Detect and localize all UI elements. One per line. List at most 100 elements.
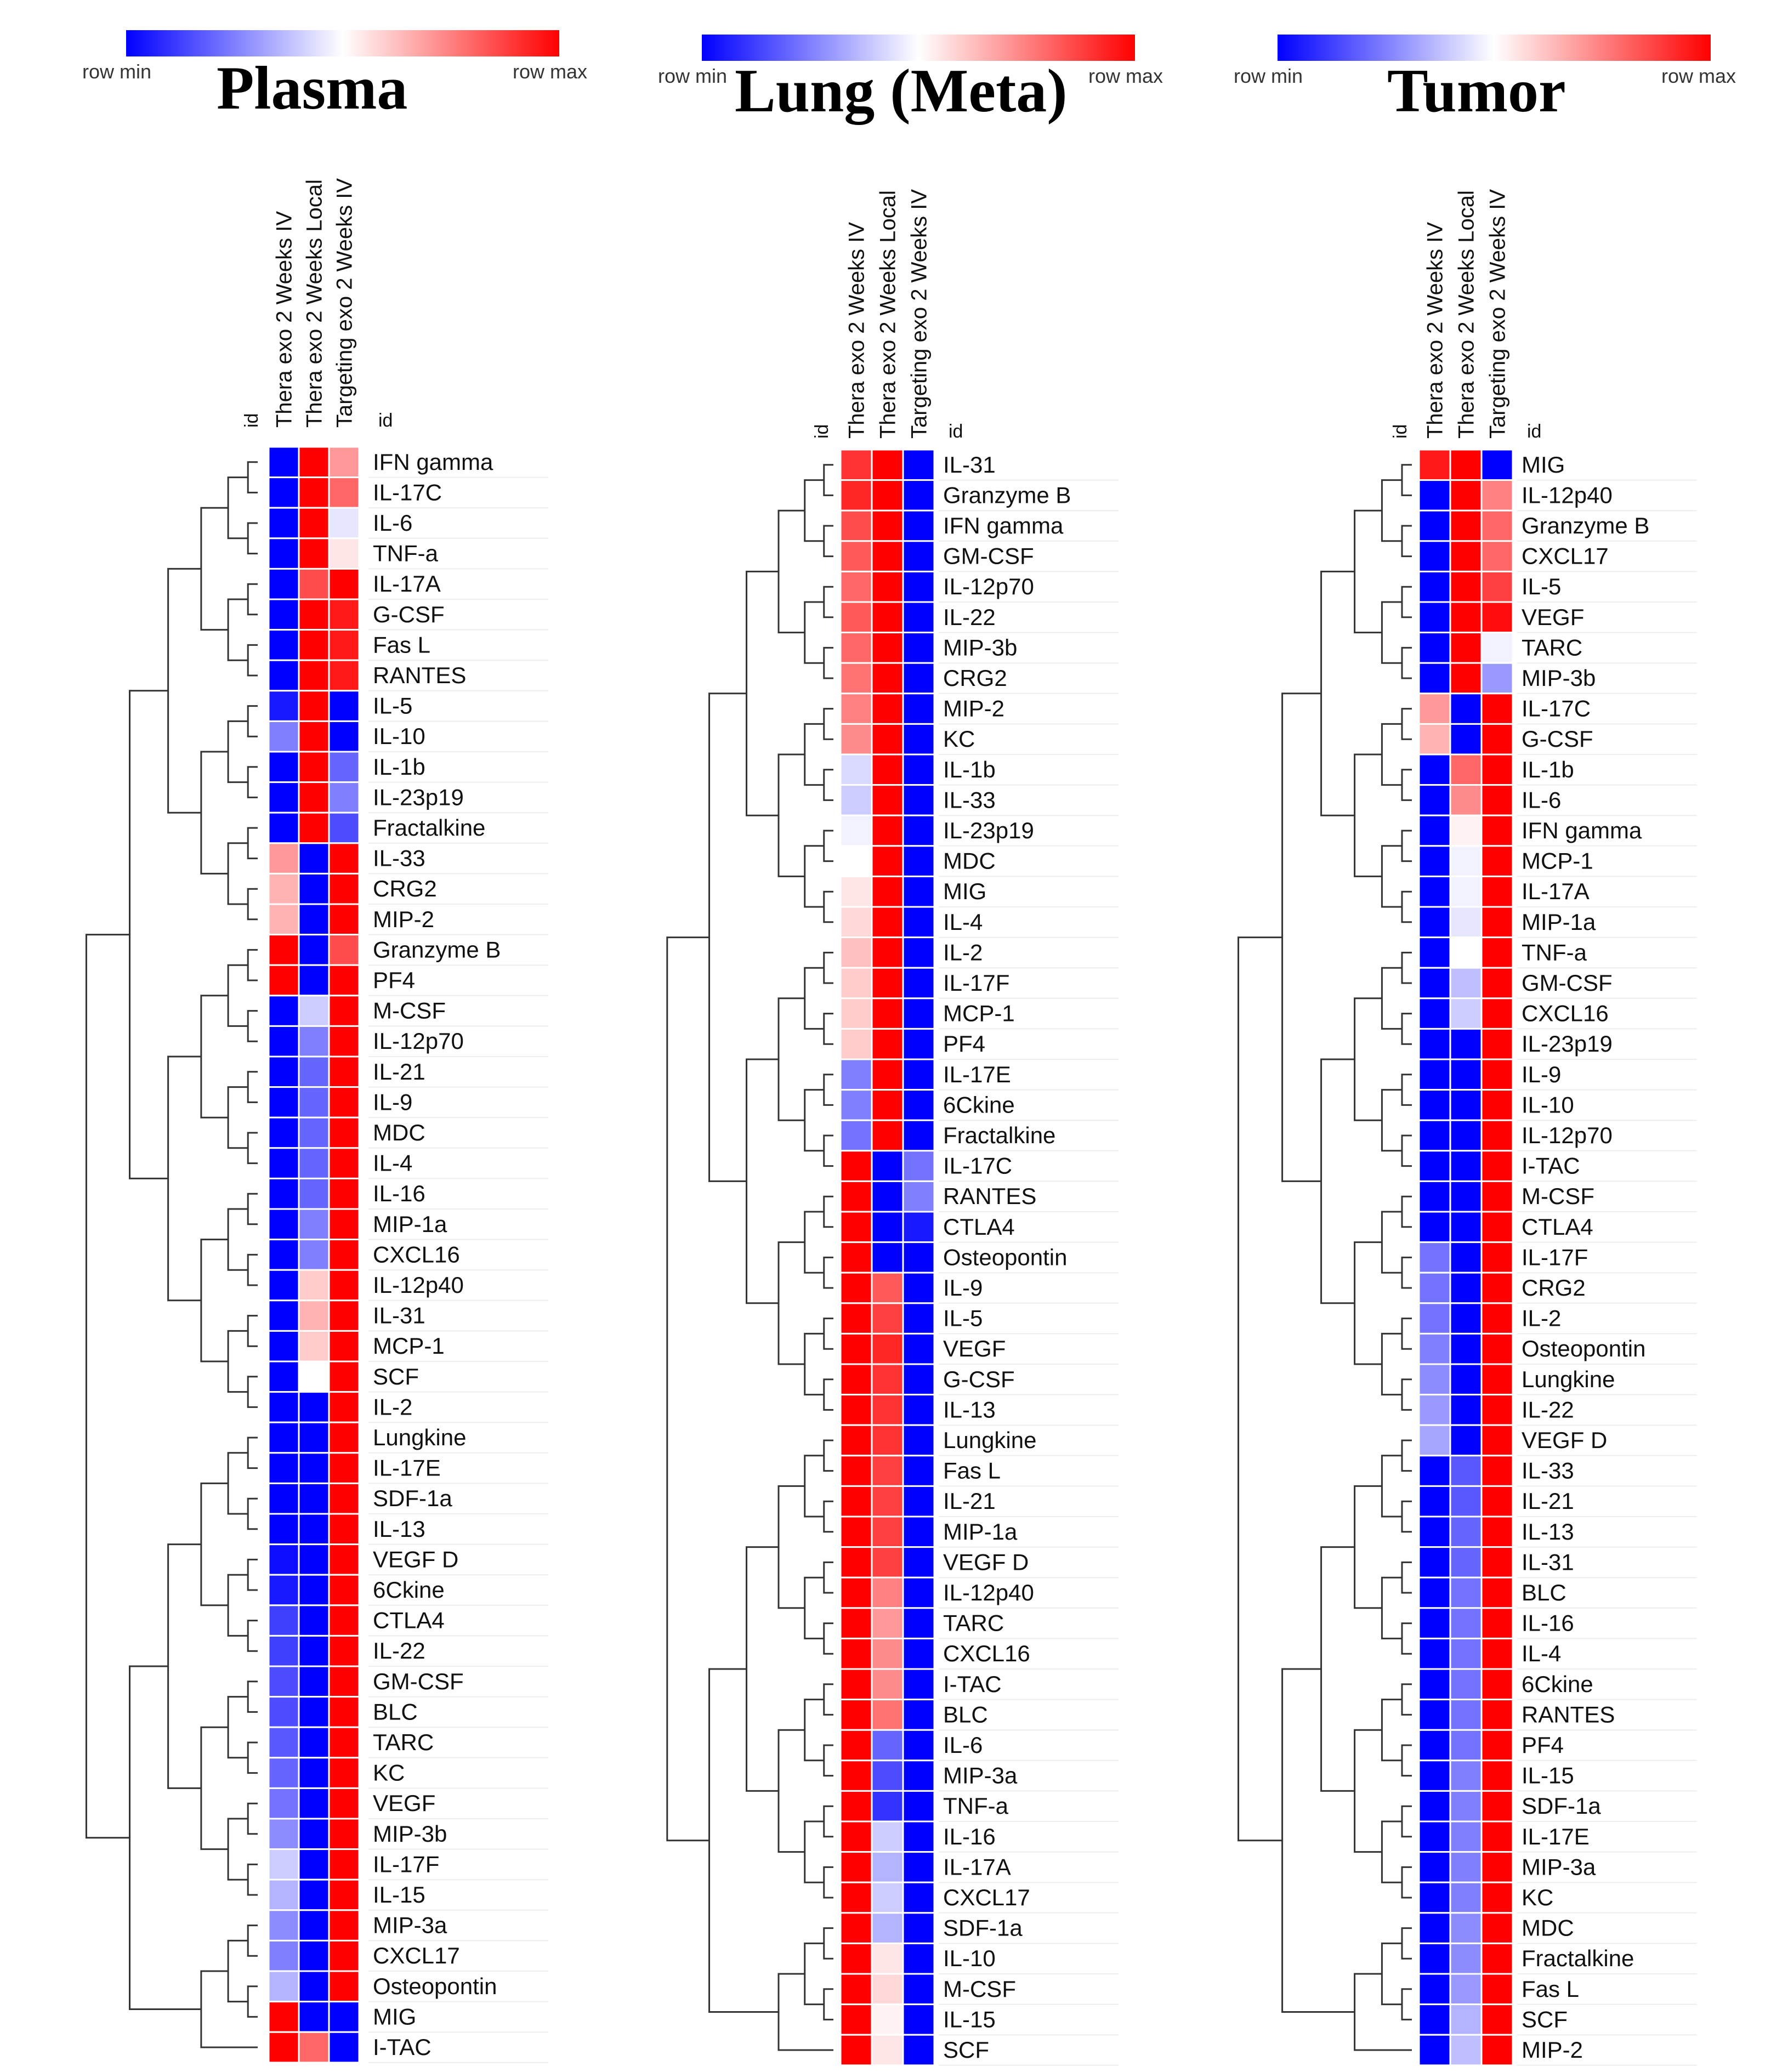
- heatmap-cell: [1449, 936, 1483, 969]
- row-label: CXCL16: [373, 1241, 460, 1267]
- heatmap-cell: [268, 1360, 300, 1393]
- heatmap-svg-plasma: Thera exo 2 Weeks IV Thera exo 2 Weeks Lo…: [85, 178, 548, 2064]
- heatmap-cell: [1449, 1332, 1483, 1365]
- id-label-column: id: [1390, 424, 1411, 439]
- heatmap-cell: [839, 1180, 873, 1213]
- heatmap-cell: [328, 1543, 360, 1576]
- heatmap-cell: [1418, 1241, 1451, 1274]
- dendrogram-branch: [200, 1239, 229, 1363]
- dendrogram-branch: [1354, 753, 1382, 877]
- row-dendrogram: [666, 464, 833, 2051]
- heatmap-cell: [268, 1909, 300, 1942]
- heatmap-cell: [1418, 845, 1451, 877]
- heatmap-cell: [1480, 632, 1514, 664]
- row-label: Lungkine: [1522, 1366, 1615, 1392]
- colorbar-max-label: row max: [1661, 65, 1736, 87]
- heatmap-cell: [328, 1909, 360, 1942]
- heatmap-cell: [871, 1271, 904, 1304]
- heatmap-cell: [839, 875, 873, 908]
- heatmap-cell: [839, 1790, 873, 1823]
- dendrogram-branch: [804, 1576, 824, 1639]
- heatmap-cell: [1449, 1180, 1483, 1213]
- heatmap-cell: [1449, 1637, 1483, 1670]
- heatmap-cell: [268, 1757, 300, 1789]
- heatmap-cell: [1418, 1394, 1451, 1426]
- heatmap-cell: [1480, 1515, 1514, 1548]
- heatmap-cell: [871, 1424, 904, 1457]
- dendrogram-branch: [1320, 1058, 1355, 1304]
- heatmap-cell: [328, 1177, 360, 1210]
- dendrogram-branch: [823, 1378, 833, 1411]
- row-label: IL-17E: [943, 1061, 1011, 1087]
- heatmap-cell: [268, 446, 300, 479]
- row-label: TARC: [1522, 634, 1582, 660]
- heatmap-cell: [1418, 1729, 1451, 1762]
- heatmap-cell: [839, 906, 873, 939]
- heatmap-cell: [268, 1787, 300, 1820]
- heatmap-cell: [328, 1878, 360, 1911]
- row-label: IL-31: [373, 1303, 425, 1329]
- dendrogram-branch: [823, 1013, 833, 1045]
- heatmap-cell: [871, 1028, 904, 1060]
- heatmap-cell: [298, 1787, 330, 1820]
- dendrogram-branch: [1381, 1576, 1402, 1639]
- heatmap-cell: [839, 1028, 873, 1060]
- heatmap-cell: [902, 509, 935, 542]
- column-header: Thera exo 2 Weeks IV: [273, 211, 297, 428]
- row-label: Granzyme B: [943, 482, 1071, 508]
- row-label: IL-10: [1522, 1092, 1574, 1117]
- dendrogram-branch: [1381, 601, 1402, 664]
- heatmap-cell: [268, 995, 300, 1027]
- heatmap-cell: [1449, 1699, 1483, 1731]
- heatmap-cell: [328, 751, 360, 784]
- heatmap-cell: [1449, 1089, 1483, 1121]
- row-label: IL-5: [1522, 574, 1561, 599]
- heatmap-cell: [902, 1851, 935, 1883]
- row-label: IL-6: [373, 510, 412, 536]
- dendrogram-branch: [804, 1455, 824, 1518]
- heatmap-cell: [871, 753, 904, 786]
- heatmap-cell: [1418, 601, 1451, 634]
- heatmap-cell: [839, 1058, 873, 1091]
- row-label: IFN gamma: [373, 449, 493, 475]
- heatmap-cell: [298, 1360, 330, 1393]
- heatmap-cell: [1449, 1546, 1483, 1579]
- heatmap-cell: [328, 2001, 360, 2033]
- heatmap-cell: [1418, 1820, 1451, 1853]
- heatmap-cell: [871, 1881, 904, 1914]
- row-label: KC: [1522, 1884, 1553, 1910]
- heatmap-cell: [902, 1302, 935, 1335]
- row-label: Osteopontin: [943, 1244, 1068, 1270]
- heatmap-cell: [328, 598, 360, 631]
- heatmap-cell: [328, 537, 360, 570]
- row-label: IL-17F: [373, 1851, 439, 1877]
- row-label: IL-4: [373, 1150, 412, 1176]
- heatmap-cell: [839, 753, 873, 786]
- row-label: IL-17E: [1522, 1824, 1590, 1849]
- heatmap-cell: [1449, 967, 1483, 1000]
- dendrogram-branch: [129, 1665, 201, 2010]
- heatmap-cell: [268, 1604, 300, 1637]
- dendrogram-branch: [823, 1744, 833, 1777]
- heatmap-cell: [839, 540, 873, 572]
- row-label: TNF-a: [943, 1793, 1009, 1819]
- heatmap-cell: [1480, 1271, 1514, 1304]
- dendrogram-branch: [804, 601, 824, 664]
- heatmap-cell: [298, 1634, 330, 1667]
- heatmap-cell: [1418, 449, 1451, 481]
- row-label: M-CSF: [373, 998, 446, 1024]
- row-label: BLC: [1522, 1580, 1566, 1605]
- heatmap-cell: [839, 632, 873, 664]
- dendrogram-branch: [777, 509, 805, 634]
- heatmap-cell: [1418, 1271, 1451, 1304]
- heatmap-cell: [268, 934, 300, 966]
- row-label: GM-CSF: [943, 543, 1034, 569]
- dendrogram-branch: [1401, 1927, 1412, 1960]
- heatmap-cell: [298, 1025, 330, 1058]
- heatmap-cell: [1449, 2034, 1483, 2067]
- heatmap-cell: [839, 1912, 873, 1944]
- heatmap-cell: [268, 476, 300, 509]
- dendrogram-branch: [1354, 1729, 1382, 1853]
- heatmap-cell: [1418, 1302, 1451, 1335]
- heatmap-cell: [839, 997, 873, 1030]
